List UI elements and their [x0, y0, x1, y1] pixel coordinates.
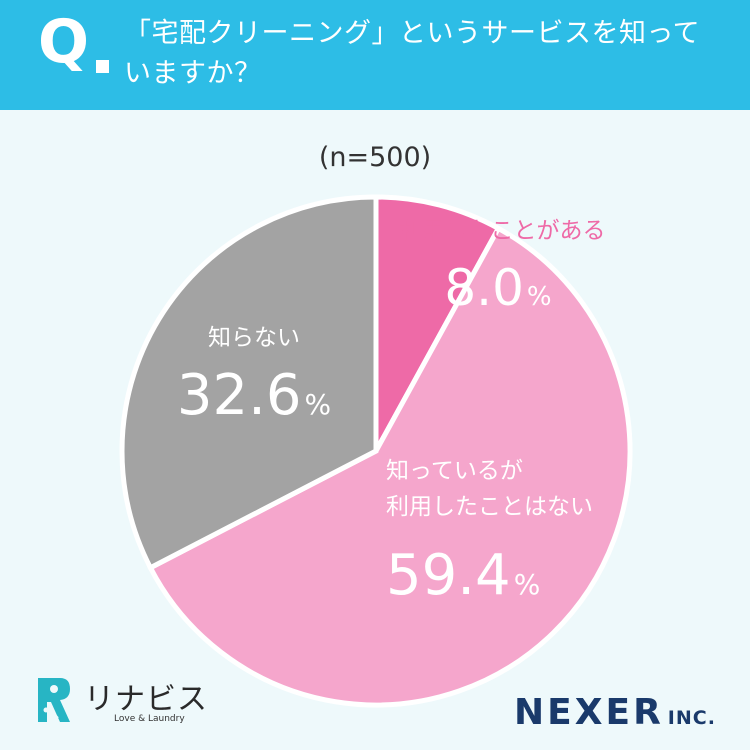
slice-label-2-line-1: 知っているが: [386, 458, 523, 484]
slice-label-3: 知らない: [208, 325, 300, 351]
q-dot: [96, 60, 109, 73]
nexer-logo: NEXER INC.: [514, 692, 716, 733]
rinabis-logo-mark: [38, 678, 70, 722]
slice-label-1: 利用したことがある: [399, 218, 606, 244]
slice-value-unit-1: %: [527, 282, 552, 312]
slice-value-unit-3: %: [305, 388, 332, 421]
question-text: 「宅配クリーニング」というサービスを知っていますか？: [124, 18, 701, 89]
question-banner: Q 「宅配クリーニング」というサービスを知っていますか？: [0, 0, 750, 110]
slice-value-number-2: 59.4: [386, 543, 511, 608]
slice-value-number-3: 32.6: [177, 363, 302, 428]
rinabis-logo: リナビス Love & Laundry: [34, 672, 214, 732]
slice-label-group-3: 知らない 32.6%: [177, 325, 331, 428]
rinabis-name: リナビス: [84, 682, 208, 717]
nexer-suffix: INC.: [667, 707, 716, 729]
sample-size: (n=500): [318, 142, 432, 173]
slice-value-number-1: 8.0: [444, 259, 524, 317]
rinabis-tagline: Love & Laundry: [114, 714, 185, 724]
q-letter: Q: [38, 7, 90, 77]
pie-slice-1: [373, 194, 502, 453]
pie-slice-2: [147, 225, 633, 708]
slice-value-3: 32.6%: [177, 363, 331, 428]
slice-value-1: 8.0%: [444, 259, 551, 317]
pie-slice-3: [119, 194, 379, 572]
nexer-name: NEXER: [514, 692, 664, 733]
slice-value-unit-2: %: [514, 568, 541, 601]
slice-label-group-1: 利用したことがある 8.0%: [399, 218, 606, 317]
slice-label-2-line-2: 利用したことはない: [386, 494, 593, 520]
slice-value-2: 59.4%: [386, 543, 540, 608]
